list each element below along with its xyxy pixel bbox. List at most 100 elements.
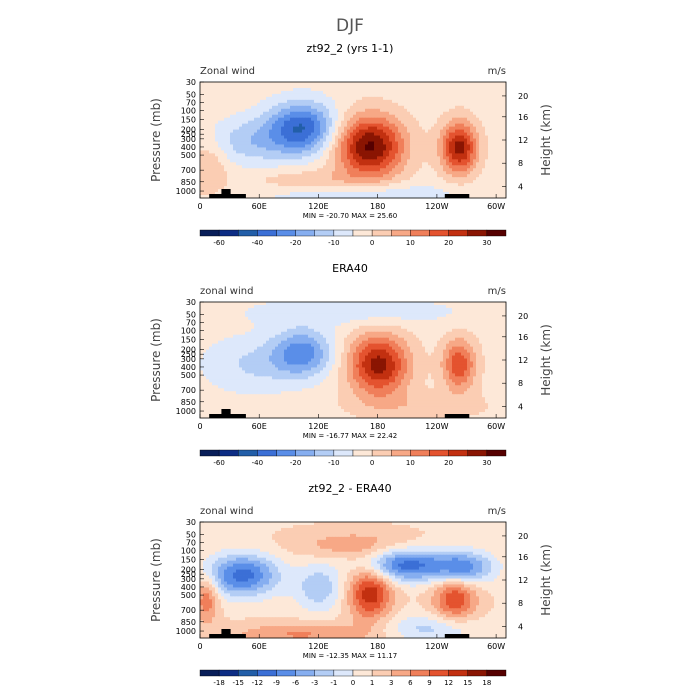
min-max-label: MIN = -12.35 MAX = 11.17: [303, 652, 397, 660]
colorbar-label: -6: [292, 679, 300, 687]
y-tick-label: 70: [186, 538, 196, 547]
x-tick-label: 0: [197, 202, 202, 211]
y-tick-label: 700: [181, 166, 196, 175]
colorbar-swatch: [295, 669, 315, 677]
colorbar: -60 -40 -20 -10 0 10 20 30: [199, 449, 507, 467]
colorbar-swatch: [295, 449, 315, 457]
colorbar-label: 20: [444, 459, 453, 467]
colorbar-swatch: [314, 229, 335, 237]
y-tick-label: 1000: [176, 627, 196, 636]
colorbar-swatch: [352, 229, 373, 237]
y-tick-label: 200: [181, 346, 196, 355]
x-tick-label: 60W: [487, 422, 505, 431]
variable-label: zonal wind: [200, 506, 253, 517]
x-tick-label: 0: [197, 642, 202, 651]
y-tick-label: 150: [181, 336, 196, 345]
y2-tick-label: 8: [518, 159, 523, 168]
colorbar-swatch: [391, 669, 411, 677]
colorbar-swatch: [467, 449, 488, 457]
x-tick-label: 60E: [252, 642, 267, 651]
y-tick-label: 100: [181, 546, 196, 555]
y-tick-label: 300: [181, 135, 196, 144]
colorbar-swatch: [352, 669, 373, 677]
colorbar-swatch: [448, 449, 468, 457]
colorbar-label: -60: [213, 459, 224, 467]
colorbar-swatch: [429, 449, 449, 457]
colorbar-swatch: [410, 229, 430, 237]
colorbar-swatch: [486, 449, 507, 457]
y-tick-label: 50: [186, 91, 196, 100]
min-max-label: MIN = -16.77 MAX = 22.42: [303, 432, 397, 440]
x-tick-label: 180: [370, 202, 385, 211]
x-tick-label: 60E: [252, 422, 267, 431]
colorbar-label: 0: [370, 459, 374, 467]
colorbar-swatch: [276, 229, 296, 237]
colorbar-label: -20: [290, 459, 301, 467]
colorbar-swatch: [199, 229, 220, 237]
colorbar-swatch: [257, 669, 277, 677]
units-label: m/s: [488, 286, 506, 297]
y-tick-label: 700: [181, 606, 196, 615]
colorbar-swatch: [448, 669, 468, 677]
y-tick-label: 100: [181, 326, 196, 335]
y-tick-label: 30: [186, 518, 196, 527]
colorbar-swatch: [276, 449, 296, 457]
colorbar-swatch: [486, 229, 507, 237]
colorbar-label: 0: [351, 679, 355, 687]
colorbar-label: -9: [273, 679, 280, 687]
y2-tick-label: 20: [518, 92, 528, 101]
y-tick-label: 400: [181, 363, 196, 372]
units-label: m/s: [488, 66, 506, 77]
x-tick-label: 180: [370, 642, 385, 651]
colorbar-swatch: [391, 229, 411, 237]
y-tick-label: 30: [186, 298, 196, 307]
y2-tick-label: 4: [518, 622, 523, 631]
y-tick-label: 100: [181, 106, 196, 115]
x-tick-label: 60W: [487, 202, 505, 211]
y2-tick-label: 16: [518, 333, 528, 342]
colorbar-label: 18: [482, 679, 491, 687]
contour-field: [200, 522, 507, 639]
min-max-label: MIN = -20.70 MAX = 25.60: [303, 212, 397, 220]
colorbar-swatch: [218, 669, 239, 677]
contour-field: [200, 82, 507, 199]
x-tick-label: 120W: [425, 642, 448, 651]
y-tick-label: 300: [181, 355, 196, 364]
colorbar-label: -10: [328, 239, 339, 247]
variable-label: Zonal wind: [200, 66, 255, 77]
y-tick-label: 850: [181, 618, 196, 627]
y2-tick-label: 20: [518, 312, 528, 321]
colorbar-label: 30: [482, 239, 491, 247]
colorbar-swatch: [314, 449, 335, 457]
y-tick-label: 50: [186, 531, 196, 540]
y-tick-label: 500: [181, 591, 196, 600]
colorbar-swatch: [429, 669, 449, 677]
x-tick-label: 120E: [308, 202, 328, 211]
colorbar-label: 10: [406, 239, 415, 247]
y2-tick-label: 12: [518, 576, 528, 585]
panel-title: zt92_2 (yrs 1-1): [307, 42, 394, 55]
colorbar-label: 12: [444, 679, 453, 687]
y-axis-label: Pressure (mb): [149, 98, 163, 182]
y-tick-label: 70: [186, 98, 196, 107]
y-tick-label: 850: [181, 178, 196, 187]
colorbar-label: -40: [252, 459, 263, 467]
x-tick-label: 120W: [425, 422, 448, 431]
y-tick-label: 50: [186, 311, 196, 320]
colorbar-label: -18: [213, 679, 224, 687]
colorbar-swatch: [410, 449, 430, 457]
colorbar-swatch: [371, 229, 392, 237]
y-axis-label: Pressure (mb): [149, 318, 163, 402]
y-tick-label: 400: [181, 583, 196, 592]
y-tick-label: 700: [181, 386, 196, 395]
panel-title: ERA40: [332, 262, 368, 275]
variable-label: zonal wind: [200, 286, 253, 297]
x-tick-label: 120E: [308, 422, 328, 431]
colorbar-swatch: [238, 449, 258, 457]
colorbar-swatch: [218, 449, 239, 457]
y-tick-label: 850: [181, 398, 196, 407]
x-tick-label: 60E: [252, 202, 267, 211]
colorbar-label: 20: [444, 239, 453, 247]
y2-axis-label: Height (km): [539, 104, 553, 175]
colorbar-label: 0: [370, 239, 374, 247]
